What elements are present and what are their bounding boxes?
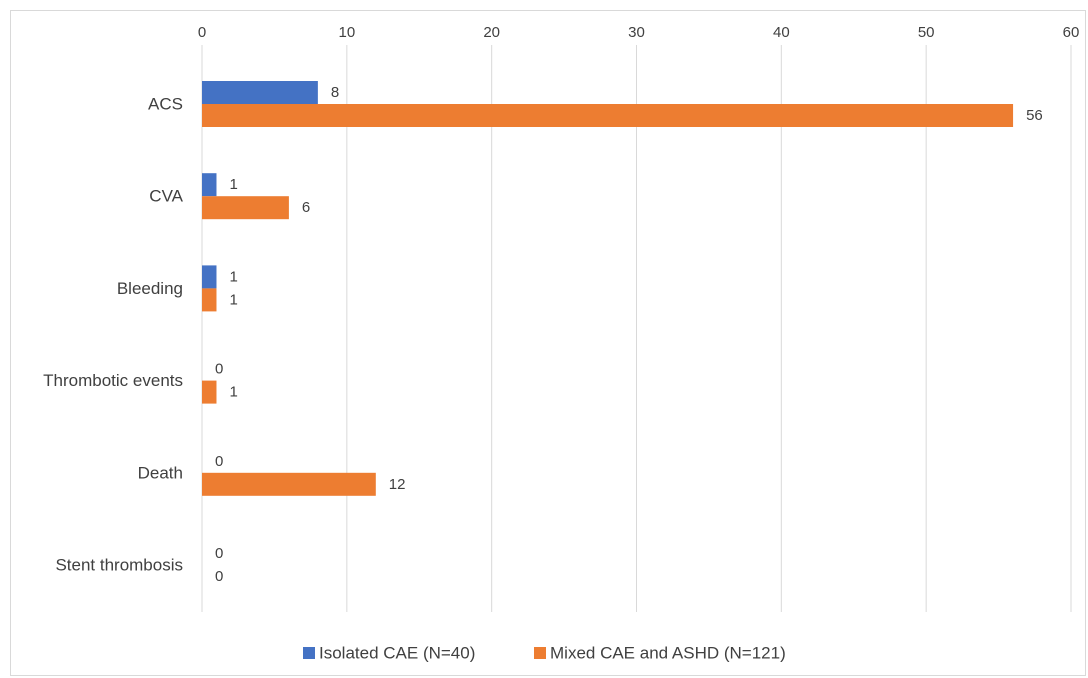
data-label: 56 — [1026, 107, 1043, 124]
bar-mixed-cae-ashd — [202, 380, 217, 404]
data-label: 0 — [215, 361, 223, 378]
bar-mixed-cae-ashd — [202, 472, 376, 496]
category-label: ACS — [148, 95, 183, 114]
data-label: 0 — [215, 453, 223, 470]
x-axis-ticks: 0 10 20 30 40 50 60 — [198, 24, 1080, 41]
category-label: Stent thrombosis — [55, 556, 183, 575]
bar-isolated-cae — [202, 265, 217, 289]
data-label: 8 — [331, 84, 339, 101]
bars — [202, 81, 1014, 496]
category-label: Death — [138, 463, 183, 482]
bar-mixed-cae-ashd — [202, 104, 1014, 127]
x-tick-label: 10 — [338, 24, 355, 41]
x-tick-label: 40 — [773, 24, 790, 41]
data-label: 1 — [229, 268, 237, 285]
gridlines — [201, 45, 1072, 612]
category-label: Bleeding — [117, 279, 183, 298]
bar-mixed-cae-ashd — [202, 196, 289, 220]
data-label: 0 — [215, 568, 223, 585]
x-tick-label: 0 — [198, 24, 206, 41]
bar-isolated-cae — [202, 173, 217, 197]
x-tick-label: 60 — [1063, 24, 1080, 41]
legend-swatch-isolated-cae — [303, 647, 315, 659]
bar-isolated-cae — [202, 81, 318, 104]
x-tick-label: 50 — [918, 24, 935, 41]
data-label: 1 — [229, 384, 237, 401]
legend-swatch-mixed-cae-ashd — [534, 647, 546, 659]
data-label: 1 — [229, 176, 237, 193]
x-tick-label: 30 — [628, 24, 645, 41]
data-label: 6 — [302, 199, 310, 216]
data-label: 0 — [215, 545, 223, 562]
legend: Isolated CAE (N=40) Mixed CAE and ASHD (N… — [303, 644, 786, 663]
data-label: 1 — [229, 291, 237, 308]
x-tick-label: 20 — [483, 24, 500, 41]
category-label: CVA — [149, 187, 183, 206]
legend-label-isolated-cae: Isolated CAE (N=40) — [319, 644, 475, 663]
legend-label-mixed-cae-ashd: Mixed CAE and ASHD (N=121) — [550, 644, 786, 663]
data-label: 12 — [389, 476, 406, 493]
bar-mixed-cae-ashd — [202, 288, 217, 312]
y-axis-categories: ACS CVA Bleeding Thrombotic events Death Sten… — [43, 95, 183, 575]
category-label: Thrombotic events — [43, 371, 183, 390]
